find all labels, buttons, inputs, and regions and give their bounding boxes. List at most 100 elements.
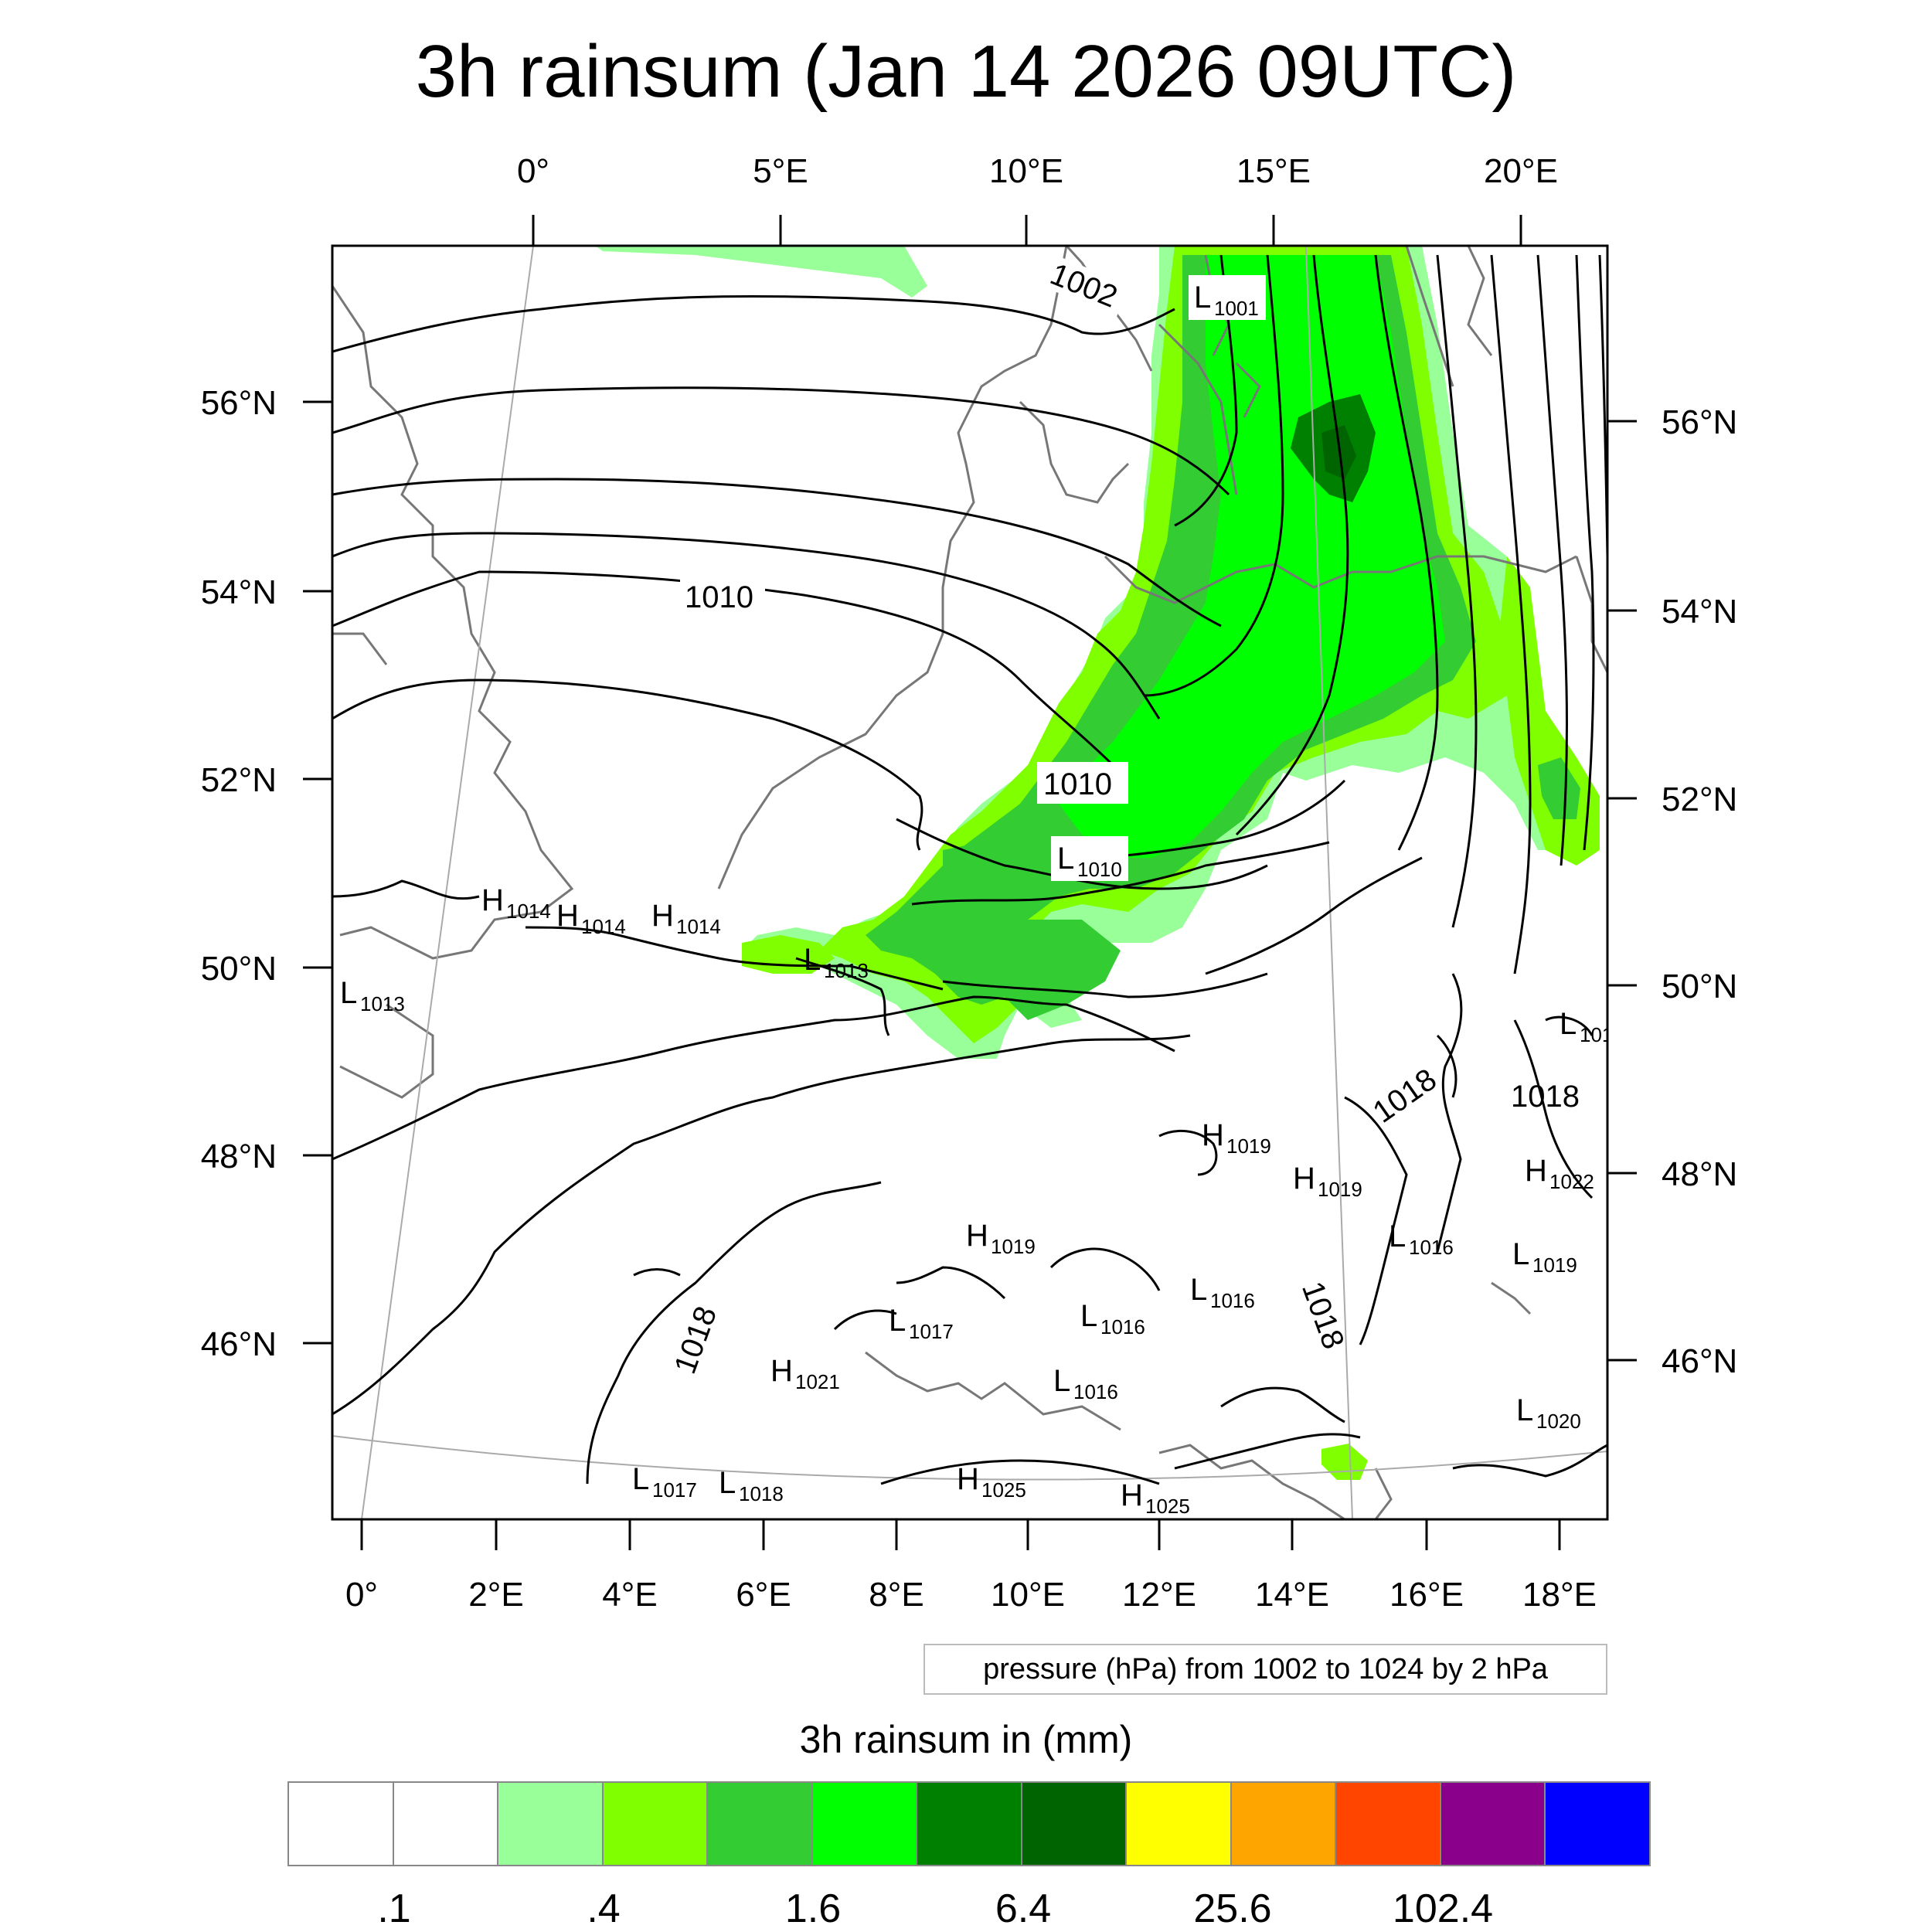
lon-label-bottom: 0°: [345, 1576, 378, 1614]
contour-label: 1010: [1043, 767, 1112, 801]
lon-label-bottom: 2°E: [468, 1576, 523, 1614]
top-axis: [532, 215, 1522, 246]
svg-text:H: H: [1202, 1118, 1224, 1152]
right-axis: [1607, 420, 1637, 1362]
svg-text:1016: 1016: [1210, 1289, 1255, 1312]
svg-text:L: L: [1389, 1219, 1406, 1253]
colorbar-swatch: [603, 1783, 709, 1865]
rain-field: [595, 246, 1600, 1480]
svg-text:1013: 1013: [360, 992, 405, 1015]
rain-north-sliver: [595, 246, 927, 298]
pressure-center-label: L 1017: [889, 1304, 954, 1343]
svg-text:H: H: [556, 899, 579, 933]
lat-label-left: 48°N: [201, 1138, 277, 1175]
colorbar-swatch: [1231, 1783, 1337, 1865]
pressure-center-label: L 1013: [804, 943, 869, 982]
pressure-center-label: H 1019: [1202, 1118, 1271, 1158]
svg-text:1014: 1014: [676, 915, 721, 938]
svg-text:H: H: [481, 883, 504, 917]
bottom-axis-labels: 0° 2°E 4°E 6°E 8°E 10°E 12°E 14°E 16°E 1…: [345, 1576, 1597, 1614]
svg-text:1013: 1013: [824, 959, 869, 982]
pressure-info-box: pressure (hPa) from 1002 to 1024 by 2 hP…: [923, 1644, 1607, 1695]
colorbar-swatch: [708, 1783, 813, 1865]
lat-label-right: 52°N: [1662, 781, 1737, 818]
svg-text:L: L: [1190, 1273, 1207, 1307]
lon-label-bottom: 8°E: [869, 1576, 923, 1614]
colorbar-swatch: [1336, 1783, 1441, 1865]
svg-text:L: L: [719, 1466, 736, 1500]
lat-label-right: 48°N: [1662, 1155, 1737, 1193]
svg-text:1017: 1017: [652, 1478, 697, 1502]
colorbar-swatch: [917, 1783, 1022, 1865]
colorbar-swatch: [1127, 1783, 1232, 1865]
lat-label-left: 56°N: [201, 384, 277, 422]
pressure-center-label: L 1018: [719, 1466, 784, 1505]
svg-text:1016: 1016: [1409, 1236, 1454, 1259]
lat-label-left: 50°N: [201, 950, 277, 988]
lon-label-top: 10°E: [989, 152, 1063, 190]
svg-text:1025: 1025: [1145, 1495, 1190, 1518]
colorbar-label: 102.4: [1392, 1886, 1494, 1931]
bottom-axis: [360, 1519, 1561, 1550]
svg-text:H: H: [966, 1219, 988, 1253]
svg-text:L: L: [804, 943, 821, 977]
pressure-center-label: H 1022: [1525, 1154, 1594, 1193]
lon-label-bottom: 10°E: [991, 1576, 1065, 1614]
svg-text:L: L: [340, 976, 357, 1010]
svg-text:L: L: [1057, 842, 1074, 876]
pressure-center-label: H 1019: [1293, 1162, 1362, 1201]
svg-text:1016: 1016: [1073, 1380, 1118, 1403]
svg-text:L: L: [1512, 1237, 1529, 1271]
colorbar: [287, 1781, 1651, 1866]
svg-text:1016: 1016: [1100, 1315, 1145, 1338]
pressure-center-label: L 1013: [340, 976, 405, 1015]
pressure-center-label: H 1014: [651, 899, 721, 938]
svg-text:1001: 1001: [1214, 297, 1259, 320]
lat-label-left: 52°N: [201, 761, 277, 799]
svg-text:1014: 1014: [506, 900, 551, 923]
lat-label-left: 54°N: [201, 573, 277, 611]
svg-text:H: H: [651, 899, 674, 933]
lat-label-right: 46°N: [1662, 1342, 1737, 1380]
svg-text:H: H: [957, 1462, 979, 1496]
plot-border: [331, 244, 1609, 1521]
svg-text:1021: 1021: [795, 1370, 840, 1393]
contour-label: 1010: [685, 580, 753, 614]
pressure-center-label: L 1019: [1512, 1237, 1577, 1277]
pressure-center-label: L 1001: [1194, 281, 1259, 320]
pressure-center-label: H 1014: [556, 899, 626, 938]
colorbar-title: 3h rainsum in (mm): [799, 1718, 1133, 1761]
svg-text:1022: 1022: [1549, 1170, 1594, 1193]
svg-text:L: L: [1080, 1299, 1097, 1333]
colorbar-swatch: [812, 1783, 918, 1865]
svg-text:1017: 1017: [909, 1320, 954, 1343]
svg-text:L: L: [1560, 1007, 1577, 1041]
lon-label-top: 0°: [517, 152, 549, 190]
svg-text:1019: 1019: [991, 1235, 1036, 1258]
colorbar-label: 25.6: [1193, 1886, 1272, 1931]
svg-text:H: H: [770, 1354, 793, 1388]
lon-label-bottom: 4°E: [602, 1576, 657, 1614]
graticule: [332, 246, 1607, 1519]
svg-text:H: H: [1293, 1162, 1315, 1196]
lon-label-bottom: 12°E: [1122, 1576, 1196, 1614]
colorbar-swatch: [393, 1783, 499, 1865]
lon-label-bottom: 14°E: [1255, 1576, 1329, 1614]
pressure-center-label: L 1016: [1080, 1299, 1145, 1338]
pressure-center-label: L 1016: [1389, 1219, 1454, 1259]
lat-label-right: 56°N: [1662, 403, 1737, 441]
lon-label-top: 15°E: [1236, 152, 1311, 190]
svg-text:L: L: [632, 1462, 649, 1496]
pressure-center-label: H 1025: [957, 1462, 1026, 1502]
colorbar-swatch: [1440, 1783, 1546, 1865]
pressure-center-label: L 1016: [1053, 1364, 1118, 1403]
svg-text:1014: 1014: [581, 915, 626, 938]
right-axis-labels: 56°N 54°N 52°N 50°N 48°N 46°N: [1662, 403, 1737, 1380]
map-title: 3h rainsum (Jan 14 2026 09UTC): [415, 30, 1517, 113]
colorbar-swatch: [289, 1783, 394, 1865]
pressure-center-label: L 1020: [1516, 1393, 1581, 1433]
lon-label-bottom: 18°E: [1522, 1576, 1597, 1614]
colorbar-swatch: [1546, 1783, 1649, 1865]
colorbar-label: .4: [587, 1886, 621, 1931]
svg-text:L: L: [1194, 281, 1211, 315]
